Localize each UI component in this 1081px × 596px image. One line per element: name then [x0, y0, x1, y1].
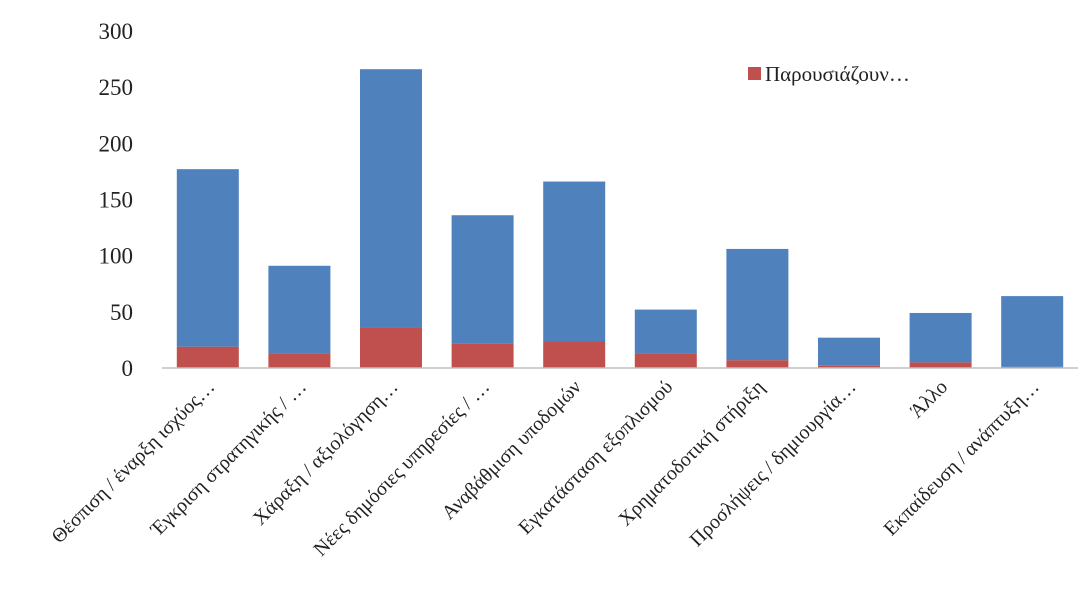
- bar-segment-red: [360, 327, 422, 368]
- x-axis-labels: Θέσπιση / έναρξη ισχύος…Έγκριση στρατηγι…: [47, 376, 1043, 561]
- bar-segment-red: [634, 353, 697, 368]
- y-axis: 0 50 100 150 200 250 300: [99, 19, 134, 381]
- y-tick-label: 250: [99, 75, 134, 100]
- x-category-label: Νέες δημόσιες υπηρεσίες / …: [309, 376, 494, 561]
- bar-segment-blue: [909, 312, 972, 363]
- bar-segment-red: [176, 346, 239, 368]
- bar-segment-blue: [1001, 296, 1064, 367]
- y-tick-label: 150: [99, 188, 134, 213]
- legend-label: Παρουσιάζουν…: [765, 62, 910, 86]
- y-tick-label: 100: [99, 244, 134, 269]
- bar-segment-blue: [818, 337, 880, 366]
- bar-segment-blue: [360, 69, 422, 328]
- x-category-label: Εκπαίδευση / ανάπτυξη…: [880, 376, 1044, 540]
- bar-segment-red: [909, 362, 972, 368]
- bar-segment-red: [726, 360, 789, 368]
- y-tick-label: 300: [99, 19, 134, 44]
- y-tick-label: 0: [122, 356, 134, 381]
- bar-segment-blue: [268, 265, 331, 354]
- x-category-label: Θέσπιση / έναρξη ισχύος…: [47, 376, 219, 548]
- bar-segment-blue: [634, 309, 697, 354]
- legend-swatch: [748, 67, 761, 80]
- bar-segment-red: [451, 343, 514, 368]
- bar-segment-red: [543, 341, 606, 368]
- x-category-label: Προσλήψεις / δημιουργία…: [686, 376, 861, 551]
- bar-segment-blue: [176, 169, 239, 347]
- legend: Παρουσιάζουν…: [748, 62, 910, 86]
- bar-segment-red: [818, 365, 880, 368]
- y-tick-label: 50: [110, 300, 133, 325]
- x-category-label: Εγκατάσταση εξοπλισμού: [514, 376, 677, 539]
- bar-segment-blue: [726, 248, 789, 361]
- bar-segment-red: [268, 353, 331, 368]
- x-category-label: Έγκριση στρατηγικής / …: [146, 376, 311, 541]
- bar-segment-blue: [451, 215, 514, 344]
- y-tick-label: 200: [99, 131, 134, 156]
- bars: [176, 69, 1064, 368]
- x-category-label: Άλλο: [906, 376, 953, 423]
- bar-segment-blue: [543, 181, 606, 342]
